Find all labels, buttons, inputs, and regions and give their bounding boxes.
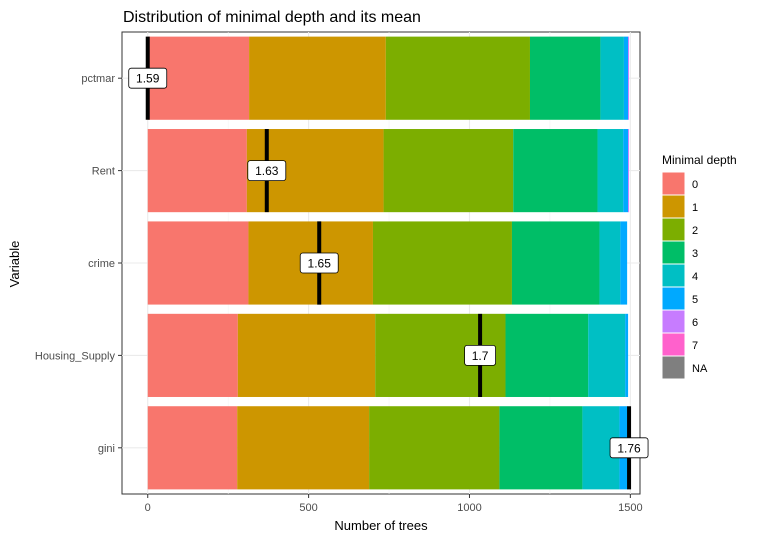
means: 1.59 1.63 1.65 1.7 1.76 — [128, 36, 649, 490]
legend-label: 4 — [692, 271, 698, 283]
mean-label-box — [464, 344, 496, 366]
mean-label: 1.59 — [136, 72, 160, 86]
legend-swatch — [661, 240, 686, 265]
bar-segment — [511, 221, 600, 305]
legend-label: 5 — [692, 294, 698, 306]
legend-swatch — [661, 263, 686, 288]
legend-swatch — [661, 194, 686, 219]
bar-segment — [628, 129, 630, 213]
legend-title: Minimal depth — [662, 153, 737, 167]
legend-label: 6 — [692, 317, 698, 329]
bar-segment — [597, 129, 624, 213]
legend-swatch — [661, 309, 686, 334]
x-tick-label: 500 — [299, 502, 317, 514]
bar-segment — [147, 129, 247, 213]
mean-label-box — [128, 67, 168, 89]
bar-segment — [385, 36, 530, 120]
bar-segment — [588, 313, 626, 397]
bar-segment — [505, 313, 589, 397]
mean-label-box — [299, 252, 339, 274]
x-tick-label: 1000 — [457, 502, 481, 514]
legend-label: 2 — [692, 225, 698, 237]
legend-swatch — [661, 355, 686, 380]
bar-segment — [147, 406, 238, 490]
y-tick-label: gini — [98, 443, 115, 455]
bar-segment — [625, 313, 629, 397]
bar-segment — [499, 406, 583, 490]
legend-swatch — [661, 217, 686, 242]
bar-segment — [628, 36, 630, 120]
mean-label-box — [609, 437, 649, 459]
bar-segment — [369, 406, 500, 490]
bar-segment — [623, 36, 629, 120]
legend-label: 7 — [692, 340, 698, 352]
bar-segment — [529, 36, 601, 120]
bars — [147, 36, 630, 490]
x-axis-title: Number of trees — [334, 518, 428, 533]
bar-segment — [623, 129, 629, 213]
bar-segment — [372, 221, 512, 305]
y-axis-title: Variable — [7, 241, 22, 288]
y-tick-label: pctmar — [81, 73, 115, 85]
legend: 0 1 2 3 4 5 6 7 NA — [661, 171, 708, 380]
x-tick-label: 0 — [145, 502, 151, 514]
bar-segment — [249, 36, 386, 120]
bar-segment — [147, 221, 249, 305]
mean-label: 1.76 — [617, 441, 641, 455]
y-tick-label: Rent — [92, 166, 115, 178]
mean-label: 1.63 — [255, 164, 279, 178]
bar-segment — [599, 221, 621, 305]
legend-label: NA — [692, 363, 708, 375]
legend-swatch — [661, 286, 686, 311]
legend-swatch — [661, 332, 686, 357]
legend-label: 0 — [692, 179, 698, 191]
y-tick-label: crime — [88, 258, 115, 270]
bar-segment — [237, 313, 376, 397]
mean-label: 1.7 — [472, 349, 489, 363]
bar-segment — [513, 129, 598, 213]
bar-segment — [620, 221, 628, 305]
x-axis: 0 500 1000 1500 — [145, 494, 643, 514]
chart-title: Distribution of minimal depth and its me… — [123, 9, 421, 26]
bar-segment — [600, 36, 624, 120]
bar-segment — [237, 406, 370, 490]
x-tick-label: 1500 — [618, 502, 642, 514]
legend-swatch — [661, 171, 686, 196]
bar-segment — [147, 313, 238, 397]
bar-segment — [383, 129, 514, 213]
legend-label: 3 — [692, 248, 698, 260]
y-tick-label: Housing_Supply — [35, 350, 116, 362]
legend-label: 1 — [692, 202, 698, 214]
mean-label: 1.65 — [308, 257, 332, 271]
mean-label-box — [247, 160, 287, 182]
